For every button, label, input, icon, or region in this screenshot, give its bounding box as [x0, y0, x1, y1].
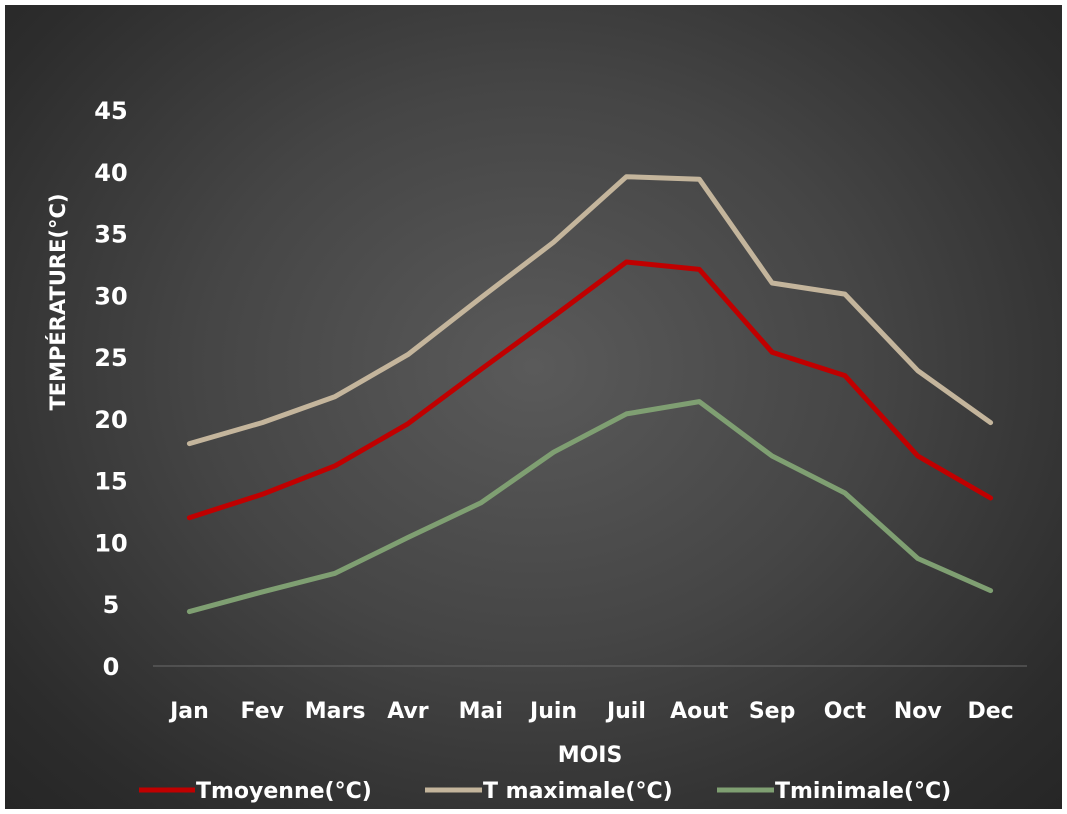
- y-tick-label: 35: [94, 221, 127, 249]
- y-axis-title: TEMPÉRATURE(°C): [45, 193, 70, 410]
- legend-label: T maximale(°C): [483, 779, 673, 804]
- y-tick-label: 10: [94, 529, 127, 557]
- x-tick-label: Fev: [241, 699, 285, 724]
- legend-label: Tminimale(°C): [775, 779, 951, 804]
- series-lines: [186, 174, 994, 615]
- y-tick-label: 45: [94, 97, 127, 125]
- x-tick-label: Avr: [387, 699, 429, 724]
- y-tick-label: 5: [103, 591, 120, 619]
- x-axis-tick-labels: Jan Fev Mars Avr Mai Juin Juil Aout Sep Oct Nov Dec: [168, 699, 1014, 724]
- x-tick-label: Sep: [749, 699, 796, 724]
- x-axis-title: MOIS: [558, 743, 623, 768]
- x-tick-label: Juil: [605, 699, 646, 724]
- x-tick-label: Oct: [824, 699, 867, 724]
- legend-item: Tminimale(°C): [717, 779, 951, 804]
- x-tick-label: Mai: [459, 699, 503, 724]
- y-tick-label: 0: [103, 653, 120, 681]
- series-line-3: [186, 399, 994, 615]
- y-tick-label: 15: [94, 468, 127, 496]
- y-tick-label: 20: [94, 406, 127, 434]
- legend-label: Tmoyenne(°C): [196, 779, 372, 804]
- x-tick-label: Nov: [894, 699, 943, 724]
- y-axis-tick-labels: 0 5 10 15 20 25 30 35 40 45: [94, 97, 127, 681]
- legend: Tmoyenne(°C) T maximale(°C) Tminimale(°C): [139, 779, 951, 804]
- x-tick-label: Mars: [305, 699, 366, 724]
- y-tick-label: 40: [94, 159, 127, 187]
- series-line-2: [186, 174, 994, 447]
- series-line-1: [186, 259, 994, 521]
- y-tick-label: 25: [94, 344, 127, 372]
- x-tick-label: Jan: [168, 699, 209, 724]
- y-tick-label: 30: [94, 282, 127, 310]
- legend-item: T maximale(°C): [425, 779, 673, 804]
- x-tick-label: Dec: [967, 699, 1013, 724]
- chart-area: 0 5 10 15 20 25 30 35 40 45 Jan Fev Mars Avr Mai Juin J…: [5, 5, 1062, 809]
- x-tick-label: Aout: [670, 699, 729, 724]
- x-tick-label: Juin: [528, 699, 577, 724]
- legend-item: Tmoyenne(°C): [139, 779, 372, 804]
